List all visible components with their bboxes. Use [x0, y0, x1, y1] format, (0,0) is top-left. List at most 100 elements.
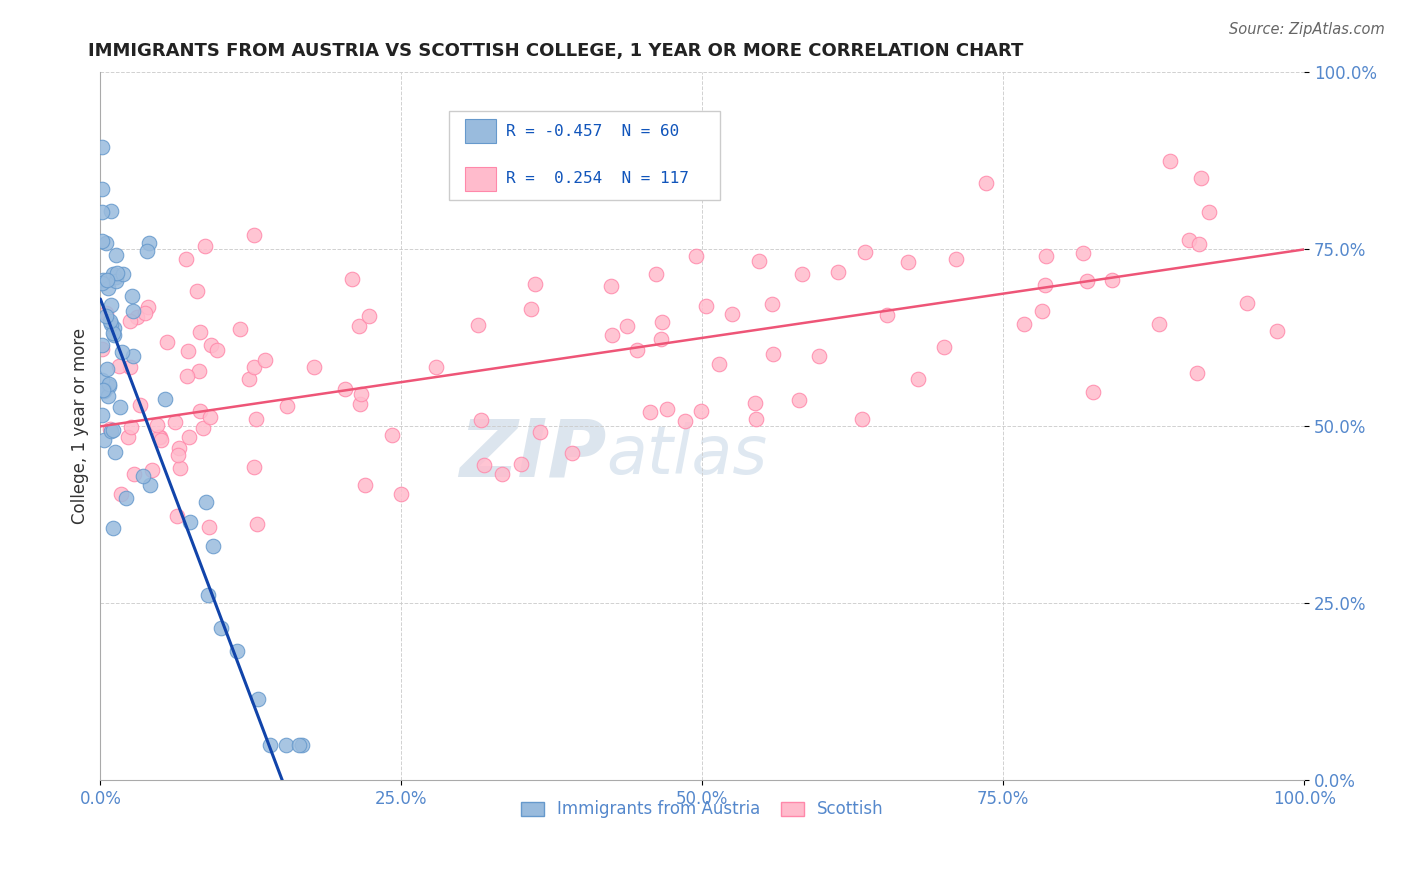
Point [149, 433, 172, 447]
Point [274, 738, 297, 752]
Point [121, 349, 143, 363]
Point [90, 182, 112, 196]
Point [246, 692, 269, 706]
Point [117, 430, 139, 444]
Point [685, 249, 707, 263]
Point [96, 389, 118, 403]
Point [616, 318, 638, 333]
Point [907, 372, 929, 386]
Point [90, 140, 112, 154]
Point [807, 350, 830, 364]
FancyBboxPatch shape [450, 112, 720, 200]
Point [1185, 366, 1208, 380]
Point [389, 486, 412, 500]
Point [165, 415, 187, 429]
Point [198, 410, 221, 425]
Point [1198, 205, 1220, 219]
Point [425, 359, 447, 374]
Point [121, 289, 143, 303]
Point [1071, 245, 1094, 260]
Point [167, 442, 190, 456]
Point [200, 338, 222, 352]
Point [470, 413, 492, 427]
Legend: Immigrants from Austria, Scottish: Immigrants from Austria, Scottish [515, 794, 890, 825]
Point [90, 338, 112, 352]
Point [90, 276, 112, 290]
Point [276, 399, 298, 413]
Point [1076, 274, 1098, 288]
Point [91, 408, 114, 422]
Point [188, 404, 211, 418]
Point [1265, 324, 1288, 338]
Point [342, 272, 364, 286]
Point [141, 463, 163, 477]
Point [98, 379, 121, 393]
Point [148, 430, 170, 444]
Point [107, 359, 129, 373]
Point [97, 281, 120, 295]
Point [90, 342, 112, 356]
Point [120, 419, 142, 434]
Point [827, 265, 849, 279]
Point [762, 347, 785, 361]
Point [650, 333, 672, 347]
Point [744, 396, 766, 410]
Point [94, 309, 117, 323]
Point [205, 343, 228, 357]
Point [122, 467, 145, 481]
Point [209, 621, 232, 635]
Point [96, 235, 118, 250]
Point [1178, 233, 1201, 247]
Point [120, 359, 142, 374]
Point [243, 228, 266, 243]
Point [640, 405, 662, 419]
Point [166, 508, 188, 523]
Point [245, 411, 267, 425]
Point [145, 417, 167, 432]
Point [101, 267, 124, 281]
Point [1101, 273, 1123, 287]
Point [745, 411, 768, 425]
Point [115, 491, 138, 505]
Point [111, 267, 134, 281]
Point [138, 478, 160, 492]
Point [1147, 318, 1170, 332]
Point [121, 303, 143, 318]
Point [94, 306, 117, 320]
Point [243, 460, 266, 475]
Point [238, 372, 260, 386]
Point [651, 315, 673, 329]
Point [135, 244, 157, 259]
Point [787, 392, 810, 407]
Point [381, 428, 404, 442]
Point [1014, 317, 1036, 331]
Point [198, 520, 221, 534]
Point [174, 252, 197, 267]
Point [138, 301, 160, 315]
Point [93, 383, 115, 397]
Point [945, 252, 967, 267]
Point [288, 738, 311, 752]
Point [254, 353, 277, 368]
Point [520, 301, 543, 316]
Y-axis label: College, 1 year or more: College, 1 year or more [72, 328, 89, 524]
Point [851, 412, 873, 426]
Point [103, 321, 125, 335]
Point [105, 266, 128, 280]
Point [179, 430, 201, 444]
Point [853, 244, 876, 259]
Point [1081, 384, 1104, 399]
Point [179, 515, 201, 529]
Point [108, 401, 131, 415]
Point [600, 278, 623, 293]
Point [176, 369, 198, 384]
Point [104, 445, 127, 459]
Point [98, 314, 121, 328]
Point [226, 644, 249, 658]
Point [195, 495, 218, 509]
Point [91, 273, 114, 287]
Point [655, 402, 678, 417]
Point [125, 310, 148, 325]
Point [644, 267, 666, 281]
Point [350, 386, 373, 401]
